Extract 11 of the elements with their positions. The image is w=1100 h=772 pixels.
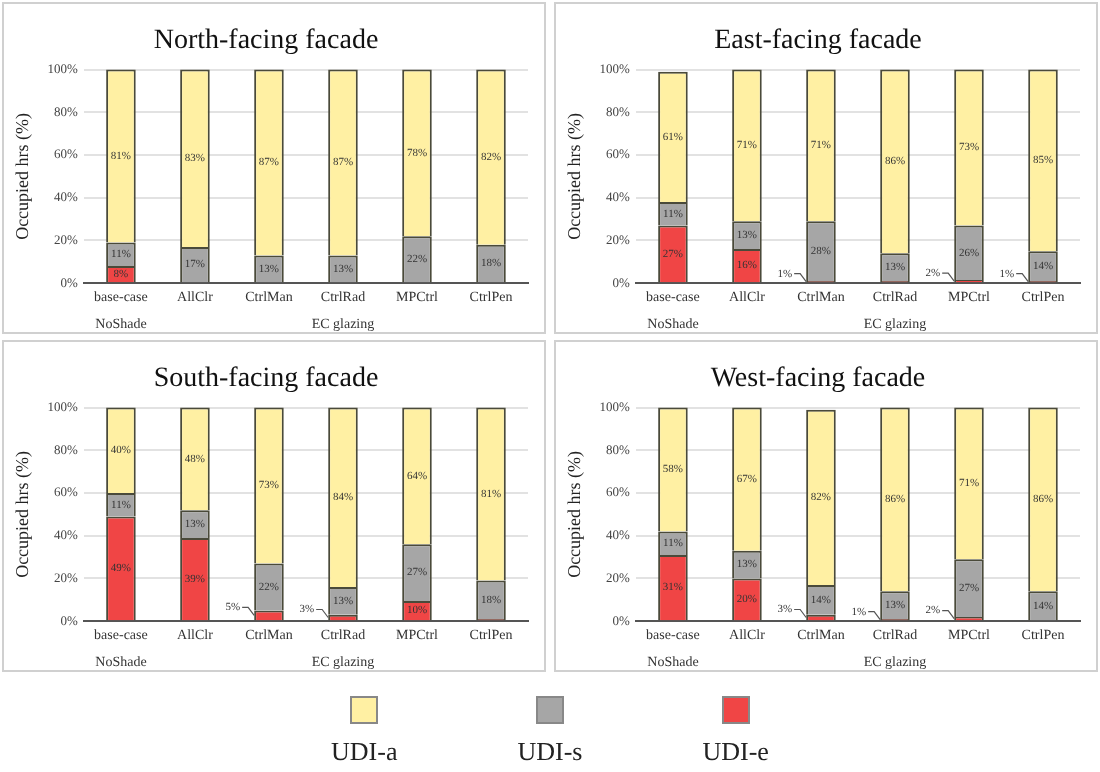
- y-axis-title: Occupied hrs (%): [563, 112, 584, 240]
- chart-title: East-facing facade: [714, 26, 922, 57]
- chart-title: South-facing facade: [153, 364, 379, 395]
- y-axis-title: Occupied hrs (%): [11, 112, 32, 240]
- legend-label: UDI-a: [331, 736, 398, 768]
- legend-label: UDI-e: [702, 736, 769, 768]
- legend-label: UDI-s: [517, 736, 583, 768]
- chart-title: North-facing facade: [153, 26, 379, 57]
- y-axis-title: Occupied hrs (%): [563, 450, 584, 578]
- chart-title: West-facing facade: [710, 364, 926, 395]
- y-axis-title: Occupied hrs (%): [11, 450, 32, 578]
